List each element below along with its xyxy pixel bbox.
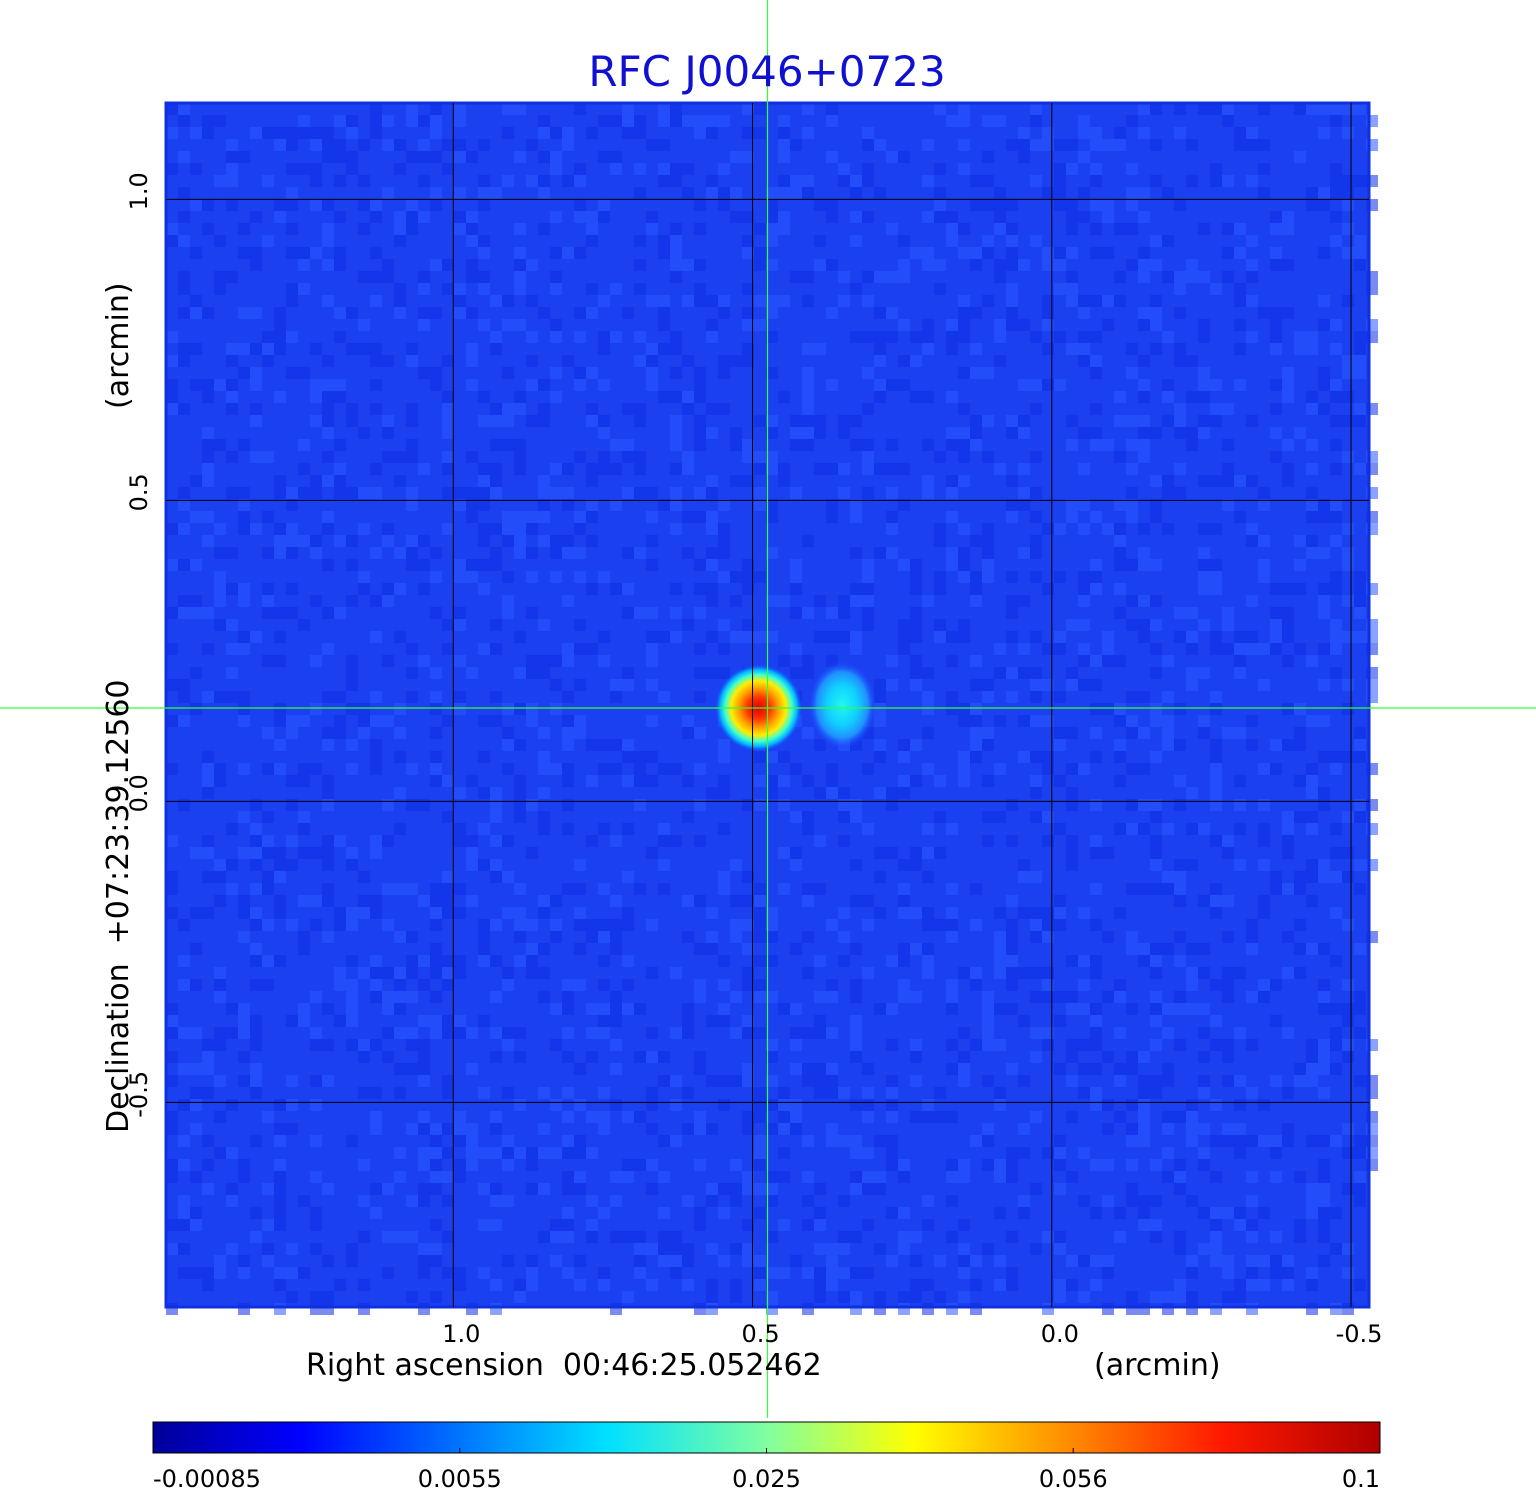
colorbar-tick-label: 0.025 xyxy=(732,1465,801,1493)
colorbar-tick-label: 0.0055 xyxy=(418,1465,502,1493)
y-tick-label: -0.5 xyxy=(125,1071,153,1118)
x-axis-unit: (arcmin) xyxy=(1094,1348,1221,1383)
colorbar-tick-label: 0.1 xyxy=(1342,1465,1380,1493)
colorbar xyxy=(152,1421,1381,1454)
chart-title: RFC J0046+0723 xyxy=(588,47,945,96)
y-tick-label: 0.5 xyxy=(125,473,153,511)
y-tick-label: 1.0 xyxy=(125,172,153,210)
y-tick-label: 0.0 xyxy=(125,774,153,812)
y-axis-label: Declination +07:23:39.12560 xyxy=(101,679,136,1133)
map-noise xyxy=(166,103,1378,1315)
x-tick-label: 0.0 xyxy=(1041,1320,1079,1348)
x-tick-label: 1.0 xyxy=(442,1320,480,1348)
colorbar-tick-label: -0.00085 xyxy=(153,1465,261,1493)
source-secondary xyxy=(808,661,877,749)
colorbar-tick-label: 0.056 xyxy=(1039,1465,1108,1493)
x-axis-label: Right ascension 00:46:25.052462 xyxy=(306,1348,822,1383)
y-axis-unit: (arcmin) xyxy=(101,282,136,409)
x-tick-label: 0.5 xyxy=(741,1320,779,1348)
x-tick-label: -0.5 xyxy=(1336,1320,1383,1348)
